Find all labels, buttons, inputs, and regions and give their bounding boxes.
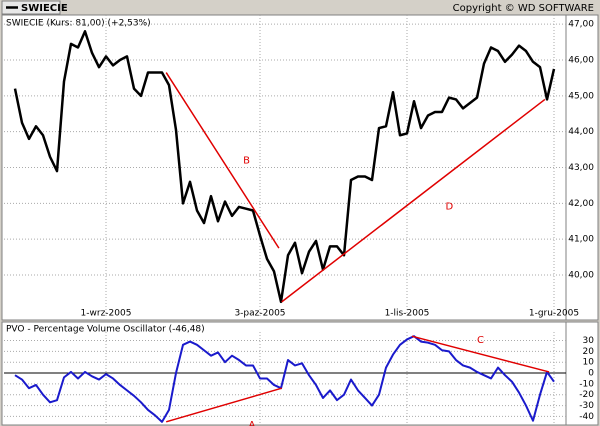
y-tick-label: 20 xyxy=(583,347,595,357)
symbol-tab[interactable] xyxy=(1,0,61,15)
chart-title: PVO - Percentage Volume Oscillator (-46,… xyxy=(6,325,205,335)
annotation-label: A xyxy=(249,420,256,426)
trend-line xyxy=(165,72,280,249)
series-line xyxy=(14,335,555,423)
y-tick-label: 10 xyxy=(583,358,595,368)
y-tick-label: -20 xyxy=(579,390,594,400)
y-tick-label: 45,00 xyxy=(568,91,594,101)
series-line xyxy=(13,30,556,304)
x-tick-label: 3-paz-2005 xyxy=(234,309,285,319)
y-tick-label: -40 xyxy=(579,412,594,422)
y-tick-label: 44,00 xyxy=(568,127,594,137)
annotation-label: C xyxy=(477,335,484,346)
y-tick-label: 41,00 xyxy=(568,235,594,245)
x-tick-label: 1-lis-2005 xyxy=(385,309,430,319)
y-tick-label: -30 xyxy=(579,401,594,411)
chart-title: SWIECIE (Kurs: 81,00) (+2,53%) xyxy=(6,19,151,29)
x-tick-label: 1-wrz-2005 xyxy=(81,309,132,319)
y-tick-label: 30 xyxy=(583,336,595,346)
trend-line xyxy=(165,387,282,423)
symbol: SWIECIE xyxy=(21,3,68,14)
y-tick-label: -10 xyxy=(579,379,594,389)
y-tick-label: 47,00 xyxy=(568,20,594,30)
y-tick-label: 43,00 xyxy=(568,163,594,173)
annotation-label: D xyxy=(445,202,453,213)
trend-line xyxy=(411,335,550,373)
y-tick-label: 40,00 xyxy=(568,271,594,281)
y-tick-label: 42,00 xyxy=(568,199,594,209)
annotation-label: B xyxy=(243,155,250,166)
y-tick-label: 0 xyxy=(588,369,594,379)
y-tick-label: 46,00 xyxy=(568,56,594,66)
x-tick-label: 1-gru-2005 xyxy=(529,309,579,319)
trend-line xyxy=(281,98,546,303)
copyright: Copyright © WD SOFTWARE xyxy=(453,3,594,14)
